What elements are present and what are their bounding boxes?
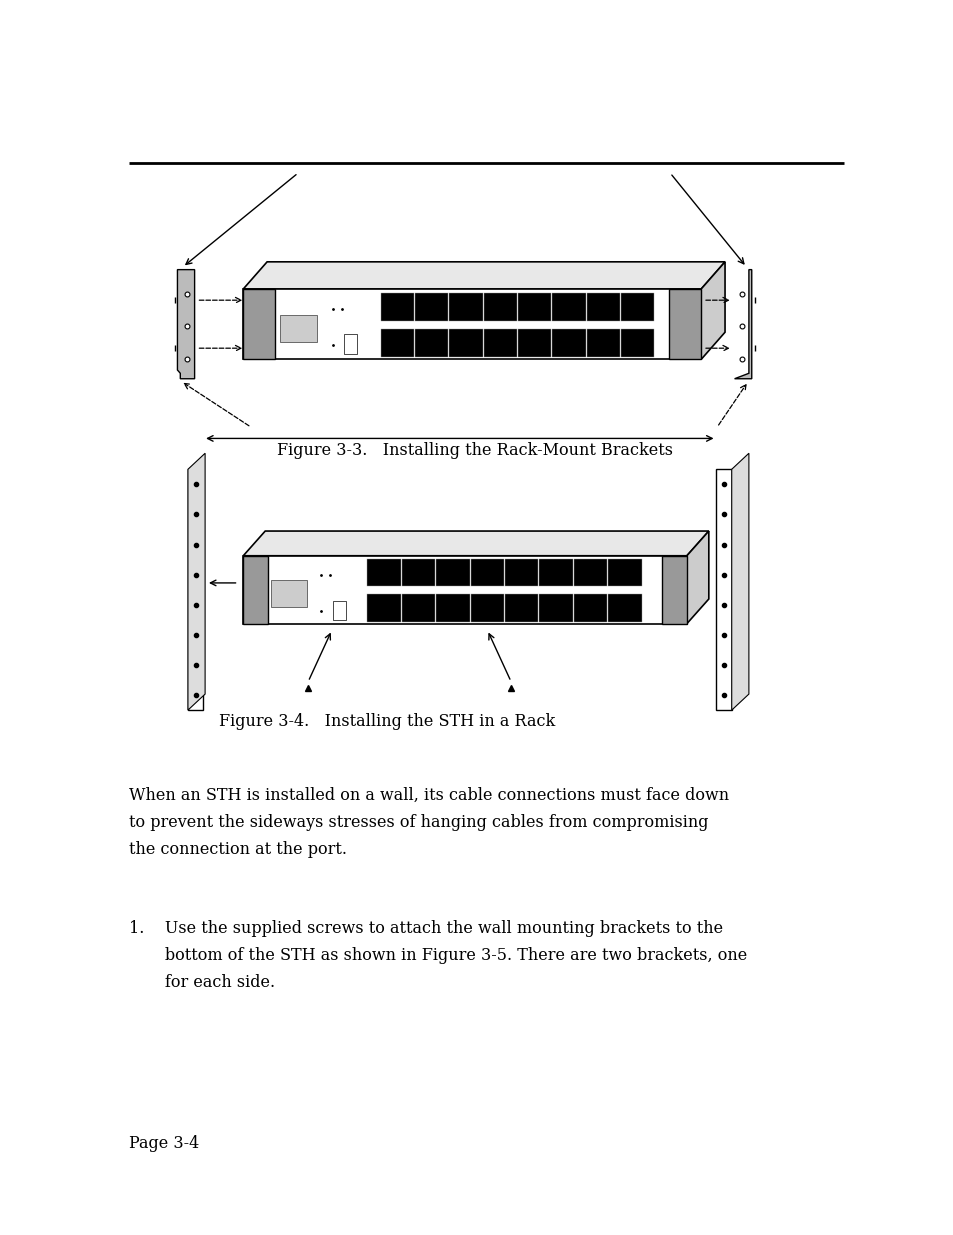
Polygon shape	[188, 453, 205, 710]
Bar	[401, 594, 435, 621]
Bar	[401, 559, 435, 587]
Bar	[243, 556, 268, 624]
Text: 1.    Use the supplied screws to attach the wall mounting brackets to the: 1. Use the supplied screws to attach the…	[129, 920, 722, 937]
Bar	[415, 329, 448, 357]
Bar	[538, 559, 572, 587]
Bar	[415, 293, 448, 321]
Polygon shape	[731, 453, 748, 710]
Bar	[380, 293, 414, 321]
Polygon shape	[177, 269, 194, 379]
Bar	[573, 594, 606, 621]
Polygon shape	[243, 531, 708, 556]
Bar	[517, 329, 551, 357]
Bar	[380, 329, 414, 357]
Bar	[607, 559, 641, 587]
Bar	[436, 559, 469, 587]
Bar	[333, 600, 345, 620]
Text: for each side.: for each side.	[129, 974, 274, 992]
Text: Figure 3-3.   Installing the Rack-Mount Brackets: Figure 3-3. Installing the Rack-Mount Br…	[276, 442, 672, 459]
Text: the connection at the port.: the connection at the port.	[129, 841, 347, 858]
Bar	[517, 293, 551, 321]
Bar	[538, 594, 572, 621]
Bar	[344, 333, 356, 353]
Bar	[504, 559, 537, 587]
Bar	[280, 315, 316, 342]
Bar	[483, 293, 517, 321]
Bar	[367, 594, 400, 621]
Bar	[573, 559, 606, 587]
Text: When an STH is installed on a wall, its cable connections must face down: When an STH is installed on a wall, its …	[129, 787, 728, 804]
Bar	[661, 556, 686, 624]
Bar	[620, 293, 654, 321]
Bar	[243, 289, 275, 359]
Text: bottom of the STH as shown in Figure 3-5. There are two brackets, one: bottom of the STH as shown in Figure 3-5…	[129, 947, 746, 965]
Text: Figure 3-4.   Installing the STH in a Rack: Figure 3-4. Installing the STH in a Rack	[219, 713, 555, 730]
Bar	[449, 293, 482, 321]
Bar	[188, 469, 203, 710]
Bar	[586, 293, 619, 321]
Bar	[367, 559, 400, 587]
Bar	[716, 469, 731, 710]
Bar	[243, 289, 700, 359]
Bar	[470, 594, 503, 621]
Bar	[620, 329, 654, 357]
Polygon shape	[686, 531, 708, 624]
Bar	[607, 594, 641, 621]
Bar	[552, 293, 585, 321]
Bar	[586, 329, 619, 357]
Polygon shape	[243, 262, 724, 289]
Bar	[436, 594, 469, 621]
Bar	[504, 594, 537, 621]
Polygon shape	[700, 262, 724, 359]
Bar	[470, 559, 503, 587]
Polygon shape	[734, 269, 751, 379]
Bar	[243, 556, 686, 624]
Bar	[449, 329, 482, 357]
Bar	[272, 579, 307, 606]
Text: Page 3-4: Page 3-4	[129, 1135, 199, 1152]
Bar	[483, 329, 517, 357]
Bar	[552, 329, 585, 357]
Text: to prevent the sideways stresses of hanging cables from compromising: to prevent the sideways stresses of hang…	[129, 814, 707, 831]
Bar	[668, 289, 700, 359]
